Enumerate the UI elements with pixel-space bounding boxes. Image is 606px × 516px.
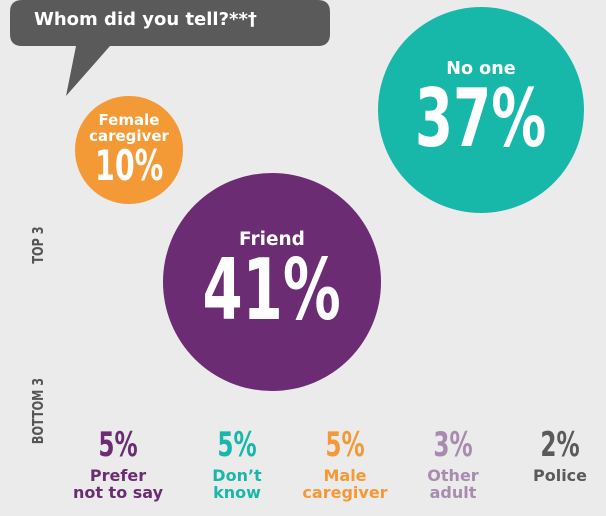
bottom-item: 3% Other adult xyxy=(398,428,508,502)
category-label: Police xyxy=(532,466,588,485)
bottom-item: 2% Police xyxy=(505,428,606,485)
category-label: Male caregiver xyxy=(302,466,388,502)
title: Whom did you tell?**† xyxy=(34,9,257,30)
value-label: 5% xyxy=(217,425,257,465)
value-label: 5% xyxy=(98,425,138,465)
category-label: Prefer not to say xyxy=(72,466,164,502)
bottom-item: 5% Prefer not to say xyxy=(63,428,173,502)
category-label: No one xyxy=(446,59,516,80)
value-label: 41% xyxy=(202,241,342,341)
speech-bubble xyxy=(10,0,330,96)
bottom-item: 5% Male caregiver xyxy=(290,428,400,502)
category-label: Female caregiver xyxy=(89,111,169,146)
category-label: Friend xyxy=(239,228,305,250)
value-label: 37% xyxy=(415,71,547,166)
value-label: 3% xyxy=(433,425,473,465)
value-label: 10% xyxy=(94,140,164,190)
bottom-item: 5% Don’t know xyxy=(182,428,292,502)
bubble: No one 37% xyxy=(377,6,585,214)
category-label: Don’t know xyxy=(212,466,262,502)
bottom-label: BOTTOM 3 xyxy=(29,377,47,445)
bubble: Female caregiver 10% xyxy=(75,96,183,204)
bubble: Friend 41% xyxy=(163,173,381,391)
category-label: Other adult xyxy=(427,466,479,502)
value-label: 2% xyxy=(540,425,580,465)
value-label: 5% xyxy=(325,425,365,465)
top-label: TOP 3 xyxy=(29,226,47,264)
